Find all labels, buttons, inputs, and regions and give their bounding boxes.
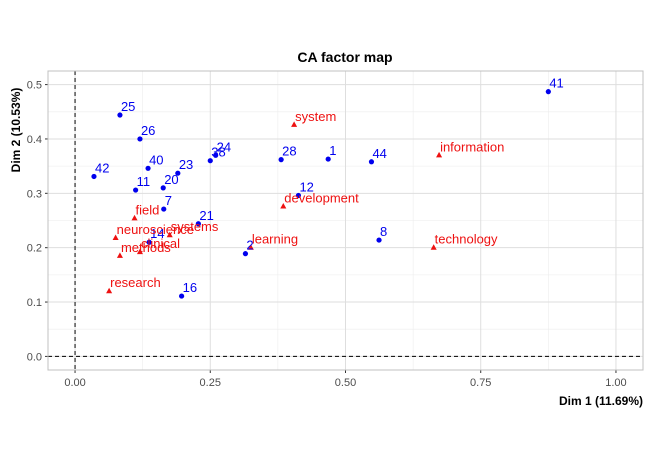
x-axis-title: Dim 1 (11.69%) [559,394,643,408]
chart-marks [91,89,551,299]
y-tick-label: 0.4 [27,134,42,146]
row-point-25 [117,112,123,118]
point-label-41: 41 [549,76,563,91]
point-label-28: 28 [282,144,296,159]
row-point-1 [325,156,331,162]
point-label-42: 42 [95,160,109,175]
point-label-system: system [295,109,336,124]
column-point-methods [116,252,123,258]
column-point-field [131,214,138,221]
point-label-1: 1 [329,143,336,158]
row-point-11 [133,187,139,193]
column-point-technology [430,244,437,250]
x-tick-label: 0.50 [335,377,356,389]
point-label-research: research [110,275,161,290]
row-point-40 [145,165,151,171]
row-point-38 [207,158,213,164]
point-label-40: 40 [149,152,163,167]
point-label-24: 24 [217,139,231,154]
column-point-neuroscience [112,234,119,240]
point-label-25: 25 [121,99,135,114]
y-tick-label: 0.5 [27,80,42,92]
row-point-14 [146,239,152,245]
point-label-methods: methods [121,240,171,255]
row-point-44 [368,159,375,165]
point-label-systems: systems [171,219,219,234]
point-label-7: 7 [165,193,172,208]
row-point-21 [195,221,201,227]
row-point-7 [161,206,167,212]
column-point-clinical [136,248,143,255]
point-label-8: 8 [380,224,387,239]
point-label-neuroscience: neuroscience [117,222,194,237]
point-label-16: 16 [183,280,197,295]
point-label-development: development [284,190,359,205]
y-tick-label: 0.3 [27,188,42,200]
column-point-development [280,202,287,209]
point-label-23: 23 [179,157,193,172]
plot-panel-border [47,70,644,371]
point-label-20: 20 [164,172,178,187]
point-label-12: 12 [299,179,313,194]
column-point-systems [166,231,173,238]
point-label-21: 21 [199,208,213,223]
x-axis-ticks: 0.00 0.25 0.50 0.75 1.00 [64,370,627,389]
point-label-field: field [136,202,160,217]
x-tick-label: 0.75 [470,377,491,389]
column-point-information [436,151,443,158]
row-point-41 [545,89,551,95]
point-label-learning: learning [252,232,298,247]
column-point-system [291,121,298,127]
y-axis-title: Dim 2 (10.53%) [9,88,23,173]
reference-lines [48,71,643,370]
point-label-38: 38 [211,145,225,160]
x-tick-label: 0.25 [200,377,221,389]
row-point-24 [213,152,219,158]
row-point-28 [278,157,284,163]
x-tick-label: 1.00 [605,377,626,389]
row-point-8 [376,237,382,243]
row-point-42 [91,173,97,180]
chart-title: CA factor map [297,49,392,65]
row-point-20 [160,185,166,191]
x-tick-label: 0.00 [64,377,85,389]
point-label-14: 14 [150,226,164,241]
y-tick-label: 0.2 [27,243,42,255]
point-label-11: 11 [137,174,151,189]
row-point-26 [137,136,143,142]
point-label-26: 26 [141,123,155,138]
point-label-clinical: clinical [141,236,180,251]
column-point-research [106,287,113,294]
row-point-2 [242,251,249,257]
y-tick-label: 0.1 [27,297,42,309]
point-label-information: information [440,139,504,154]
point-label-44: 44 [372,146,386,161]
y-tick-label: 0.0 [27,351,42,363]
row-point-12 [295,192,302,199]
point-label-2: 2 [246,238,253,253]
y-axis-ticks: 0.0 0.1 0.2 0.3 0.4 0.5 [27,80,48,363]
row-point-16 [179,293,185,299]
row-point-23 [175,170,181,176]
point-label-technology: technology [435,232,498,247]
column-point-learning [247,244,254,250]
